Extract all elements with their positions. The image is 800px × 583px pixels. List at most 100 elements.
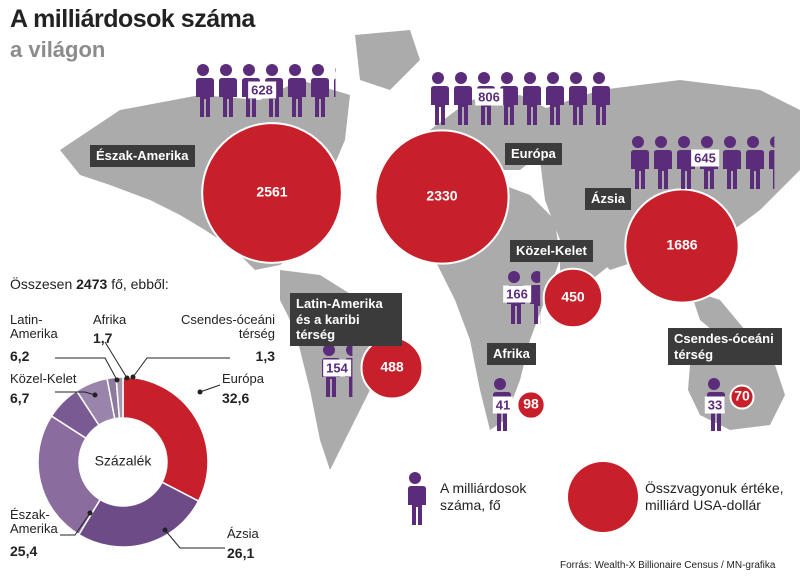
person-head bbox=[335, 67, 336, 73]
person-body bbox=[195, 78, 214, 117]
leader-dot bbox=[92, 392, 98, 398]
leader-dot bbox=[87, 510, 93, 516]
person-body bbox=[653, 150, 672, 189]
person-body bbox=[287, 78, 306, 117]
leader-dot bbox=[162, 527, 168, 533]
person-head bbox=[346, 344, 353, 356]
region-label: Csendes-óceáni térség bbox=[668, 328, 782, 366]
total-prefix: Összesen bbox=[10, 276, 73, 292]
person-head bbox=[547, 72, 559, 84]
person-head bbox=[266, 64, 278, 76]
person-head bbox=[323, 344, 335, 356]
person-head bbox=[531, 271, 541, 283]
person-body bbox=[630, 150, 649, 189]
donut-label: Ázsia bbox=[227, 526, 259, 541]
person-head bbox=[409, 472, 421, 484]
count-value: 41 bbox=[492, 396, 514, 414]
wealth-value: 2330 bbox=[426, 188, 457, 204]
region-label: Közel-Kelet bbox=[510, 240, 593, 262]
wealth-bubble bbox=[374, 129, 510, 265]
wealth-bubble bbox=[729, 384, 755, 410]
donut-value: 25,4 bbox=[10, 543, 38, 559]
wealth-value: 450 bbox=[561, 289, 585, 305]
wealth-value: 98 bbox=[523, 396, 539, 412]
source: Forrás: Wealth-X Billionaire Census / MN… bbox=[560, 560, 776, 571]
person-head bbox=[655, 136, 667, 148]
legend-icon bbox=[407, 472, 426, 525]
count-value: 166 bbox=[503, 285, 531, 303]
donut-center-label: Százalék bbox=[95, 453, 153, 469]
leader-line bbox=[55, 391, 96, 396]
donut-value: 1,7 bbox=[93, 330, 113, 346]
leader-line bbox=[60, 512, 91, 536]
donut-label: Afrika bbox=[93, 312, 127, 327]
region-label: Európa bbox=[505, 143, 562, 165]
person-head bbox=[701, 136, 713, 148]
total-line: Összesen 2473 fő, ebből: bbox=[10, 276, 169, 292]
person-head bbox=[432, 72, 444, 84]
person-head bbox=[708, 378, 720, 390]
people-icons bbox=[630, 136, 775, 189]
wealth-bubble bbox=[542, 267, 604, 329]
region-label: Ázsia bbox=[585, 188, 631, 210]
person-head bbox=[197, 64, 209, 76]
donut-label: Észak-Amerika bbox=[10, 507, 58, 537]
person-body bbox=[218, 78, 237, 117]
count-value: 806 bbox=[475, 88, 503, 106]
region-label: Észak-Amerika bbox=[90, 145, 195, 167]
wealth-value: 1686 bbox=[666, 237, 697, 253]
wealth-bubble bbox=[624, 188, 740, 304]
person-body bbox=[545, 86, 564, 125]
donut-label: Közel-Kelet bbox=[10, 371, 77, 386]
person-head bbox=[455, 72, 467, 84]
legend-bubble bbox=[568, 462, 638, 532]
person-body bbox=[745, 150, 764, 189]
person-head bbox=[243, 64, 255, 76]
person-head bbox=[220, 64, 232, 76]
donut-value: 32,6 bbox=[222, 390, 250, 406]
leader-dot bbox=[197, 389, 203, 395]
person-body bbox=[499, 86, 518, 125]
person-head bbox=[724, 136, 736, 148]
person-body bbox=[522, 86, 541, 125]
person-head bbox=[770, 136, 775, 148]
person-body bbox=[310, 78, 329, 117]
count-value: 33 bbox=[704, 396, 726, 414]
donut-value: 6,7 bbox=[10, 390, 30, 406]
donut-label: Csendes-óceáni térség bbox=[181, 312, 275, 342]
person-head bbox=[494, 378, 506, 390]
person-head bbox=[632, 136, 644, 148]
person-head bbox=[747, 136, 759, 148]
leader-line bbox=[104, 341, 128, 379]
donut-label: Európa bbox=[222, 371, 264, 386]
total: 2473 bbox=[76, 276, 108, 292]
leader-dot bbox=[124, 375, 130, 381]
person-head bbox=[312, 64, 324, 76]
person-body bbox=[568, 86, 587, 125]
person-head bbox=[501, 72, 513, 84]
legend-count: A milliárdosok száma, fő bbox=[440, 480, 527, 513]
person-body bbox=[676, 150, 695, 189]
person-body bbox=[407, 486, 426, 525]
count-value: 645 bbox=[691, 149, 719, 167]
person-body bbox=[333, 78, 336, 97]
person-body bbox=[529, 285, 541, 324]
wealth-value: 488 bbox=[380, 359, 404, 375]
person-head bbox=[616, 72, 628, 84]
person-head bbox=[570, 72, 582, 84]
person-head bbox=[678, 136, 690, 148]
total-suffix: fő, ebből: bbox=[111, 276, 169, 292]
wealth-bubble bbox=[201, 122, 343, 264]
person-head bbox=[524, 72, 536, 84]
donut-hole bbox=[79, 418, 167, 506]
legend-wealth: Összvagyonuk értéke, milliárd USA-dollár bbox=[645, 480, 784, 513]
person-body bbox=[722, 150, 741, 189]
region-label: Afrika bbox=[487, 343, 536, 365]
person-head bbox=[289, 64, 301, 76]
leader-line bbox=[199, 384, 221, 393]
person-head bbox=[508, 271, 520, 283]
wealth-value: 70 bbox=[734, 388, 750, 404]
title: A milliárdosok száma bbox=[10, 5, 255, 33]
donut-value: 26,1 bbox=[227, 545, 255, 561]
leader-dot bbox=[130, 374, 136, 380]
